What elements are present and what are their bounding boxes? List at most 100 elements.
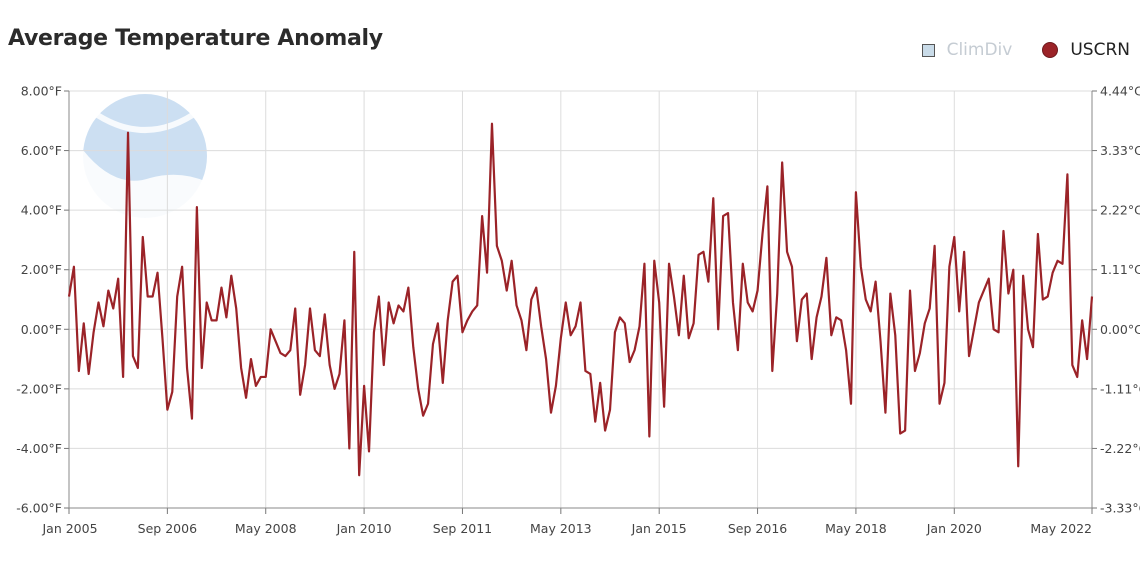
data-point[interactable] (770, 368, 775, 373)
data-point[interactable] (317, 354, 322, 359)
data-point[interactable] (96, 300, 101, 305)
data-point[interactable] (716, 327, 721, 332)
data-point[interactable] (858, 264, 863, 269)
data-point[interactable] (475, 303, 480, 308)
data-point[interactable] (421, 413, 426, 418)
data-point[interactable] (868, 309, 873, 314)
data-point[interactable] (932, 243, 937, 248)
legend-item-uscrn[interactable]: USCRN (1042, 40, 1130, 60)
data-point[interactable] (991, 327, 996, 332)
data-point[interactable] (1016, 464, 1021, 469)
data-point[interactable] (116, 276, 121, 281)
data-point[interactable] (1075, 374, 1080, 379)
data-point[interactable] (465, 318, 470, 323)
data-point[interactable] (111, 306, 116, 311)
data-point[interactable] (750, 309, 755, 314)
data-point[interactable] (829, 333, 834, 338)
data-point[interactable] (1011, 267, 1016, 272)
data-point[interactable] (514, 303, 519, 308)
data-point[interactable] (927, 306, 932, 311)
data-point[interactable] (342, 318, 347, 323)
data-point[interactable] (937, 401, 942, 406)
data-point[interactable] (967, 354, 972, 359)
data-point[interactable] (71, 264, 76, 269)
data-point[interactable] (81, 321, 86, 326)
data-point[interactable] (627, 360, 632, 365)
data-point[interactable] (445, 318, 450, 323)
data-point[interactable] (667, 261, 672, 266)
data-point[interactable] (789, 264, 794, 269)
data-point[interactable] (755, 288, 760, 293)
data-point[interactable] (824, 255, 829, 260)
data-point[interactable] (853, 190, 858, 195)
data-point[interactable] (873, 279, 878, 284)
data-point[interactable] (849, 401, 854, 406)
data-point[interactable] (834, 315, 839, 320)
series-line-uscrn[interactable] (67, 122, 1094, 477)
data-point[interactable] (263, 374, 268, 379)
data-point[interactable] (273, 339, 278, 344)
data-point[interactable] (327, 363, 332, 368)
data-point[interactable] (1080, 318, 1085, 323)
data-point[interactable] (563, 300, 568, 305)
data-point[interactable] (740, 261, 745, 266)
data-point[interactable] (126, 130, 131, 135)
data-point[interactable] (396, 303, 401, 308)
data-point[interactable] (726, 211, 731, 216)
data-point[interactable] (711, 196, 716, 201)
data-point[interactable] (288, 348, 293, 353)
data-point[interactable] (121, 374, 126, 379)
data-point[interactable] (258, 374, 263, 379)
data-point[interactable] (976, 300, 981, 305)
data-point[interactable] (499, 258, 504, 263)
data-point[interactable] (878, 339, 883, 344)
data-point[interactable] (386, 300, 391, 305)
data-point[interactable] (568, 333, 573, 338)
data-point[interactable] (952, 234, 957, 239)
data-point[interactable] (947, 264, 952, 269)
data-point[interactable] (819, 294, 824, 299)
data-point[interactable] (706, 279, 711, 284)
data-point[interactable] (691, 321, 696, 326)
data-point[interactable] (962, 249, 967, 254)
data-point[interactable] (1035, 231, 1040, 236)
data-point[interactable] (185, 366, 190, 371)
data-point[interactable] (839, 318, 844, 323)
data-point[interactable] (1050, 270, 1055, 275)
data-point[interactable] (804, 291, 809, 296)
data-point[interactable] (794, 339, 799, 344)
data-point[interactable] (785, 249, 790, 254)
data-point[interactable] (809, 357, 814, 362)
data-point[interactable] (681, 273, 686, 278)
data-point[interactable] (371, 330, 376, 335)
data-point[interactable] (883, 410, 888, 415)
data-point[interactable] (160, 336, 165, 341)
data-point[interactable] (548, 410, 553, 415)
data-point[interactable] (234, 306, 239, 311)
data-point[interactable] (440, 380, 445, 385)
data-point[interactable] (209, 318, 214, 323)
data-point[interactable] (765, 184, 770, 189)
data-point[interactable] (308, 306, 313, 311)
data-point[interactable] (996, 330, 1001, 335)
data-point[interactable] (214, 318, 219, 323)
data-point[interactable] (652, 258, 657, 263)
data-point[interactable] (401, 309, 406, 314)
data-point[interactable] (480, 214, 485, 219)
data-point[interactable] (558, 336, 563, 341)
data-point[interactable] (1065, 172, 1070, 177)
data-point[interactable] (450, 279, 455, 284)
data-point[interactable] (617, 315, 622, 320)
data-point[interactable] (608, 407, 613, 412)
data-point[interactable] (485, 270, 490, 275)
data-point[interactable] (1045, 294, 1050, 299)
data-point[interactable] (455, 273, 460, 278)
data-point[interactable] (312, 348, 317, 353)
data-point[interactable] (1026, 327, 1031, 332)
data-point[interactable] (1030, 345, 1035, 350)
data-point[interactable] (406, 285, 411, 290)
data-point[interactable] (248, 357, 253, 362)
data-point[interactable] (922, 321, 927, 326)
data-point[interactable] (553, 383, 558, 388)
data-point[interactable] (140, 234, 145, 239)
